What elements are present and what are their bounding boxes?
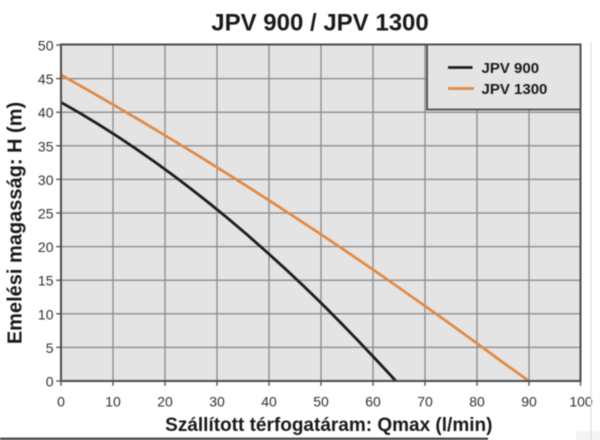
svg-text:10: 10 bbox=[38, 306, 54, 322]
svg-text:Szállított térfogatáram: Qmax: Szállított térfogatáram: Qmax (l/min) bbox=[165, 415, 492, 436]
svg-text:70: 70 bbox=[417, 394, 433, 410]
svg-text:30: 30 bbox=[38, 172, 54, 188]
svg-text:45: 45 bbox=[38, 71, 54, 87]
svg-text:40: 40 bbox=[38, 105, 54, 121]
svg-text:JPV 1300: JPV 1300 bbox=[482, 81, 548, 98]
svg-text:5: 5 bbox=[46, 340, 54, 356]
svg-text:JPV 900 / JPV 1300: JPV 900 / JPV 1300 bbox=[211, 10, 429, 37]
svg-text:50: 50 bbox=[38, 38, 54, 54]
svg-text:25: 25 bbox=[38, 206, 54, 222]
svg-text:Emelési magasság: H (m): Emelési magasság: H (m) bbox=[5, 102, 27, 344]
svg-text:0: 0 bbox=[57, 394, 65, 410]
svg-text:20: 20 bbox=[38, 239, 54, 255]
svg-text:15: 15 bbox=[38, 273, 54, 289]
svg-text:0: 0 bbox=[46, 374, 54, 390]
svg-text:10: 10 bbox=[105, 394, 121, 410]
svg-text:80: 80 bbox=[469, 394, 485, 410]
svg-text:60: 60 bbox=[365, 394, 381, 410]
svg-text:35: 35 bbox=[38, 138, 54, 154]
svg-text:90: 90 bbox=[521, 394, 537, 410]
svg-text:100: 100 bbox=[569, 394, 593, 410]
svg-text:20: 20 bbox=[157, 394, 173, 410]
svg-text:40: 40 bbox=[261, 394, 277, 410]
svg-text:30: 30 bbox=[209, 394, 225, 410]
svg-text:50: 50 bbox=[313, 394, 329, 410]
svg-text:JPV 900: JPV 900 bbox=[482, 60, 540, 77]
